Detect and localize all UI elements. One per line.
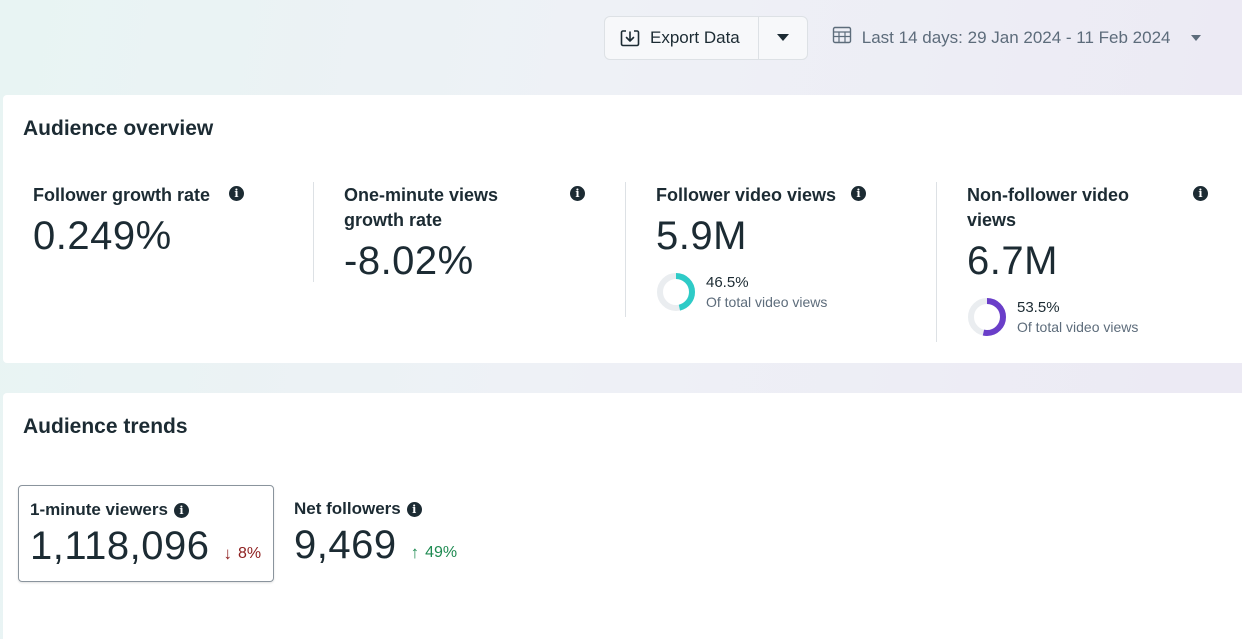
- audience-trends-card: Audience trends 1-minute viewers i 1,118…: [3, 393, 1242, 639]
- tile-label-row: Net followers i: [294, 499, 492, 519]
- delta-badge: ↑ 49%: [411, 543, 458, 563]
- audience-trends-title: Audience trends: [23, 415, 188, 438]
- date-range-label: Last 14 days: 29 Jan 2024 - 11 Feb 2024: [861, 27, 1171, 47]
- tile-label: Net followers: [294, 499, 401, 518]
- donut-chart-icon: [968, 298, 1006, 336]
- divider: [313, 182, 314, 282]
- tile-net-followers[interactable]: Net followers i 9,469 ↑ 49%: [283, 485, 503, 582]
- metric-label: One-minute views growth rate: [344, 185, 499, 230]
- export-options-dropdown[interactable]: [759, 17, 807, 59]
- date-range-picker[interactable]: Last 14 days: 29 Jan 2024 - 11 Feb 2024: [832, 25, 1201, 50]
- tile-value-row: 9,469 ↑ 49%: [294, 521, 492, 569]
- delta-value: 8%: [237, 545, 262, 562]
- share-percent: 53.5%: [1017, 299, 1060, 316]
- info-icon[interactable]: i: [173, 502, 189, 518]
- arrow-down-icon: ↓: [223, 544, 232, 563]
- export-data-label: Export Data: [650, 27, 740, 47]
- export-button-group: Export Data: [604, 15, 808, 60]
- metric-label: Non-follower video views: [967, 185, 1129, 230]
- metric-label: Follower video views: [656, 185, 837, 205]
- metric-non-follower-video-views: Non-follower video views i 6.7M 53.5% Of…: [967, 183, 1242, 337]
- tile-value: 1,118,096: [30, 524, 210, 568]
- share-row: 46.5% Of total video views: [656, 272, 936, 312]
- tile-label-row: 1-minute viewers i: [30, 500, 262, 520]
- share-text: 46.5% Of total video views: [706, 273, 827, 311]
- delta-value: 49%: [425, 544, 458, 561]
- calendar-icon: [832, 25, 852, 50]
- metric-value: -8.02%: [344, 239, 474, 283]
- metric-follower-growth-rate: Follower growth rate i 0.249%: [33, 183, 313, 260]
- donut-chart-icon: [657, 273, 695, 311]
- export-data-button[interactable]: Export Data: [605, 16, 759, 59]
- metric-value: 6.7M: [967, 239, 1058, 283]
- share-caption: Of total video views: [1017, 319, 1139, 335]
- chevron-down-icon: [1190, 34, 1201, 41]
- tile-value-row: 1,118,096 ↓ 8%: [30, 522, 262, 570]
- tile-value: 9,469: [294, 523, 397, 567]
- audience-overview-card: Audience overview Follower growth rate i…: [3, 95, 1242, 363]
- info-icon[interactable]: i: [570, 186, 585, 201]
- metric-value: 5.9M: [656, 214, 747, 258]
- audience-overview-title: Audience overview: [23, 117, 214, 140]
- divider: [936, 182, 937, 342]
- info-icon[interactable]: i: [229, 186, 244, 201]
- chevron-down-icon: [776, 34, 789, 41]
- tile-1-minute-viewers[interactable]: 1-minute viewers i 1,118,096 ↓ 8%: [18, 485, 274, 582]
- share-percent: 46.5%: [706, 274, 749, 291]
- delta-badge: ↓ 8%: [223, 544, 261, 564]
- info-icon[interactable]: i: [1193, 186, 1208, 201]
- info-icon[interactable]: i: [851, 186, 866, 201]
- metric-label: Follower growth rate: [33, 185, 211, 205]
- toolbar: Export Data Last 14 days: 29 Jan 2024 - …: [604, 15, 1242, 60]
- metric-one-minute-views-growth-rate: One-minute views growth rate i -8.02%: [344, 183, 624, 285]
- metric-value: 0.249%: [33, 214, 172, 258]
- share-row: 53.5% Of total video views: [967, 297, 1242, 337]
- tile-label: 1-minute viewers: [30, 500, 168, 519]
- share-caption: Of total video views: [706, 294, 828, 310]
- info-icon[interactable]: i: [406, 501, 422, 517]
- metric-follower-video-views: Follower video views i 5.9M 46.5% Of tot…: [656, 183, 936, 312]
- divider: [625, 182, 626, 317]
- share-text: 53.5% Of total video views: [1017, 298, 1138, 336]
- arrow-up-icon: ↑: [410, 543, 420, 562]
- download-icon: [619, 27, 641, 49]
